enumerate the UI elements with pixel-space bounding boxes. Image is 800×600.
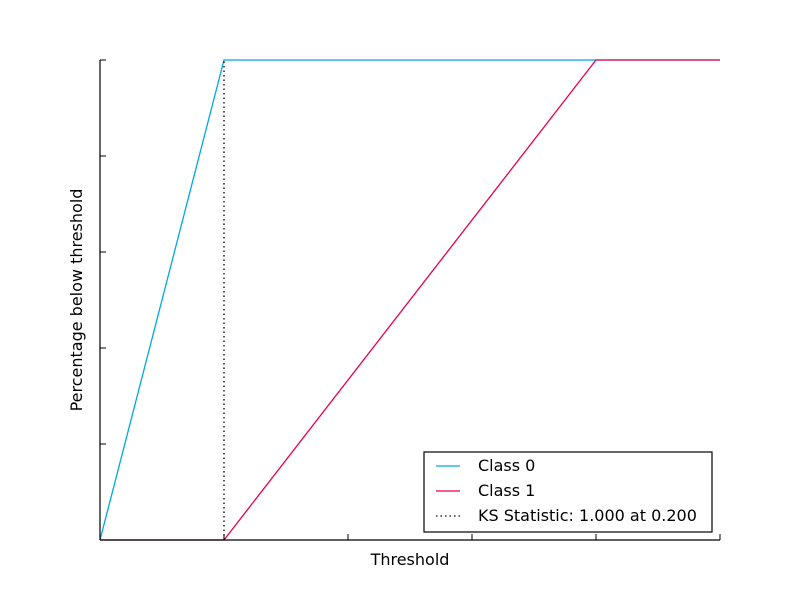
legend-item-class-0: Class 0 — [436, 456, 535, 475]
axes — [99, 60, 720, 541]
legend-items: Class 0 Class 1 KS Statistic: 1.000 at 0.2… — [436, 456, 697, 525]
legend-label: Class 1 — [478, 481, 535, 500]
legend: Class 0 Class 1 KS Statistic: 1.000 at 0.2… — [423, 451, 713, 533]
legend-box — [423, 451, 713, 533]
y-axis-label: Percentage below threshold — [67, 189, 86, 412]
legend-item-class-1: Class 1 — [436, 481, 535, 500]
series-line-class-0 — [99, 59, 720, 541]
legend-label: KS Statistic: 1.000 at 0.200 — [478, 506, 697, 525]
legend-label: Class 0 — [478, 456, 535, 475]
legend-item-ks-statistic: KS Statistic: 1.000 at 0.200 — [436, 506, 697, 525]
x-axis-label: Threshold — [370, 550, 450, 569]
